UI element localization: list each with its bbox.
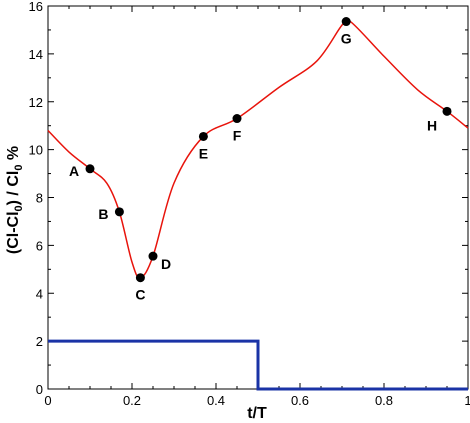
y-axis-title-subscript: 0 bbox=[13, 165, 25, 171]
point-label-h: H bbox=[427, 117, 437, 133]
x-tick-label: 0.8 bbox=[375, 393, 393, 408]
y-tick-label: 2 bbox=[36, 334, 43, 349]
point-label-g: G bbox=[341, 31, 352, 47]
point-marker-g bbox=[341, 17, 351, 27]
series-layer bbox=[47, 17, 469, 391]
y-tick-label: 12 bbox=[29, 95, 43, 110]
y-tick-label: 6 bbox=[36, 238, 43, 253]
point-label-a: A bbox=[69, 163, 79, 179]
y-tick-label: 14 bbox=[29, 47, 43, 62]
plot-frame-box bbox=[47, 5, 469, 390]
point-label-d: D bbox=[161, 256, 171, 272]
point-label-e: E bbox=[199, 145, 208, 161]
y-axis-title-part: ) / Cl bbox=[5, 171, 22, 206]
point-marker-h bbox=[442, 106, 452, 116]
x-axis-title: t/T bbox=[247, 405, 267, 422]
point-marker-c bbox=[135, 273, 145, 283]
point-marker-b bbox=[114, 207, 124, 217]
points-layer: A B CD E F G H bbox=[69, 17, 452, 303]
point-marker-e bbox=[198, 131, 208, 141]
point-label-c: C bbox=[135, 287, 145, 303]
plot-frame bbox=[47, 5, 469, 390]
step-signal-line bbox=[48, 339, 468, 391]
y-axis-title-part: (Cl-Cl bbox=[5, 211, 22, 254]
point-marker-d bbox=[148, 251, 158, 261]
y-tick-label: 10 bbox=[29, 143, 43, 158]
y-axis-title-part: % bbox=[5, 146, 22, 165]
point-marker-f bbox=[232, 114, 242, 124]
x-tick-label: 0 bbox=[44, 393, 51, 408]
y-tick-label: 8 bbox=[36, 191, 43, 206]
x-tick-label: 0.4 bbox=[207, 393, 225, 408]
y-tick-label: 16 bbox=[29, 0, 43, 14]
lift-response-curve bbox=[47, 17, 469, 279]
x-tick-label: 1 bbox=[464, 393, 470, 408]
y-axis-title: (Cl-Cl0) / Cl0 % bbox=[5, 146, 25, 254]
y-tick-label: 0 bbox=[36, 382, 43, 397]
x-tick-label: 0.6 bbox=[291, 393, 309, 408]
point-label-f: F bbox=[233, 128, 242, 144]
point-label-b: B bbox=[98, 206, 108, 222]
y-tick-label: 4 bbox=[36, 286, 43, 301]
y-axis-title-subscript: 0 bbox=[13, 205, 25, 211]
point-marker-a bbox=[85, 164, 95, 174]
x-tick-label: 0.2 bbox=[123, 393, 141, 408]
